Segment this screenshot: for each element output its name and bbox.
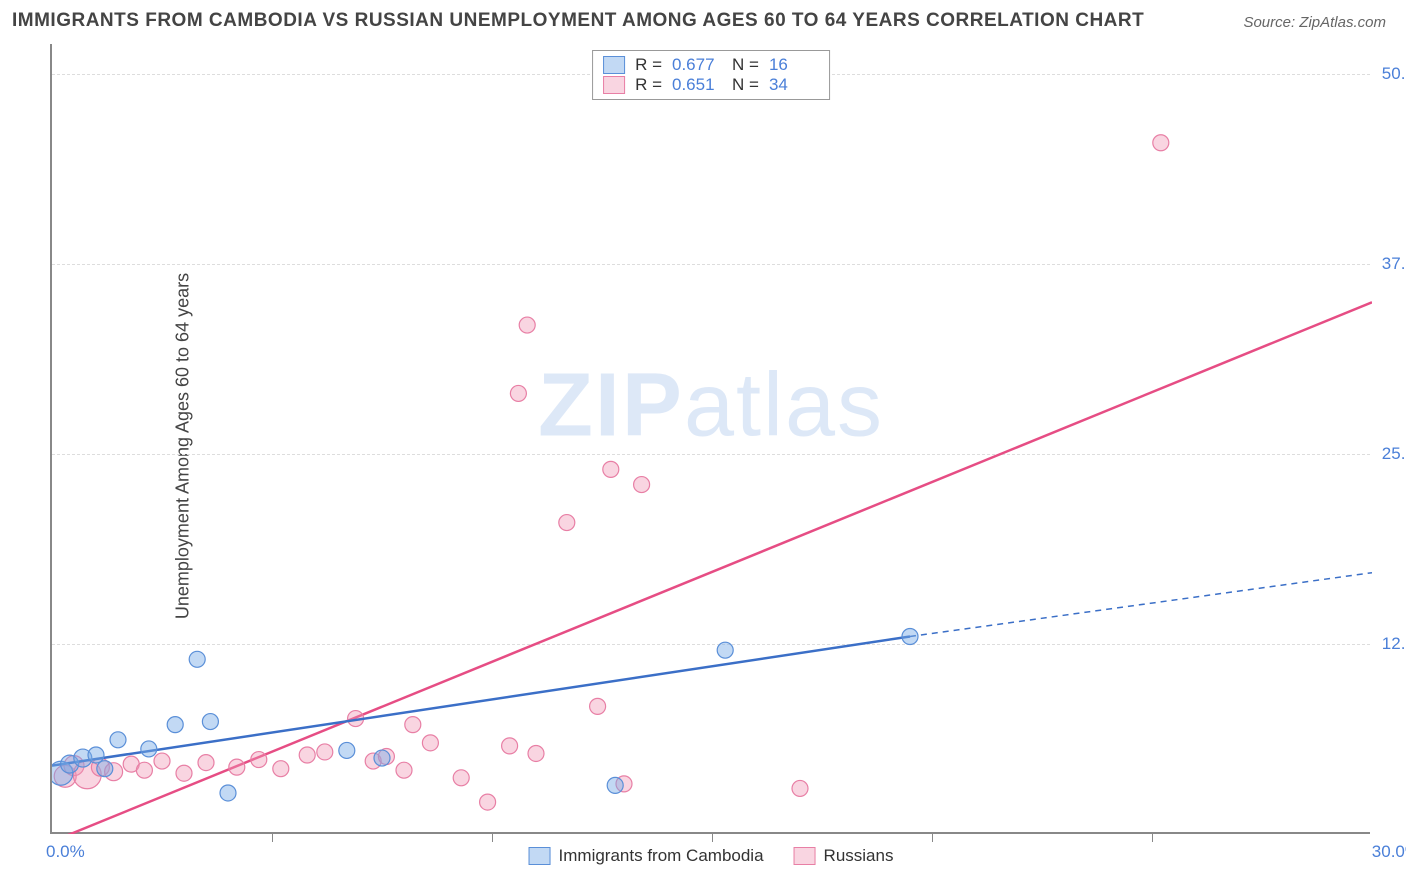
x-min-label: 0.0%	[46, 842, 85, 862]
point-blue	[220, 785, 236, 801]
n-label: N =	[732, 55, 759, 75]
point-pink	[136, 762, 152, 778]
trend-line-pink	[52, 302, 1372, 834]
point-pink	[510, 385, 526, 401]
n-value-blue: 16	[769, 55, 819, 75]
swatch-blue	[603, 56, 625, 74]
point-pink	[396, 762, 412, 778]
series-legend: Immigrants from Cambodia Russians	[529, 846, 894, 866]
legend-label-blue: Immigrants from Cambodia	[559, 846, 764, 866]
legend-row-blue: R = 0.677 N = 16	[603, 55, 819, 75]
correlation-legend: R = 0.677 N = 16 R = 0.651 N = 34	[592, 50, 830, 100]
point-pink	[154, 753, 170, 769]
point-blue	[167, 717, 183, 733]
point-pink	[634, 477, 650, 493]
point-blue	[374, 750, 390, 766]
y-tick-label: 25.0%	[1382, 444, 1406, 464]
point-pink	[229, 759, 245, 775]
point-blue	[902, 629, 918, 645]
point-pink	[299, 747, 315, 763]
legend-item-pink: Russians	[794, 846, 894, 866]
n-value-pink: 34	[769, 75, 819, 95]
point-blue	[189, 651, 205, 667]
point-pink	[792, 780, 808, 796]
point-blue	[88, 747, 104, 763]
point-pink	[422, 735, 438, 751]
point-pink	[453, 770, 469, 786]
x-max-label: 30.0%	[1372, 842, 1406, 862]
legend-row-pink: R = 0.651 N = 34	[603, 75, 819, 95]
source-attribution: Source: ZipAtlas.com	[1243, 14, 1386, 31]
trend-line-blue	[52, 637, 910, 766]
legend-label-pink: Russians	[824, 846, 894, 866]
r-label: R =	[635, 75, 662, 95]
point-blue	[339, 742, 355, 758]
point-pink	[559, 515, 575, 531]
y-tick-label: 50.0%	[1382, 64, 1406, 84]
r-label: R =	[635, 55, 662, 75]
trend-ext-blue	[910, 573, 1372, 637]
point-pink	[502, 738, 518, 754]
point-pink	[405, 717, 421, 733]
point-pink	[480, 794, 496, 810]
chart-svg	[52, 44, 1372, 834]
point-pink	[1153, 135, 1169, 151]
swatch-pink	[794, 847, 816, 865]
point-pink	[273, 761, 289, 777]
r-value-blue: 0.677	[672, 55, 722, 75]
r-value-pink: 0.651	[672, 75, 722, 95]
point-blue	[607, 777, 623, 793]
plot-area: ZIPatlas R = 0.677 N = 16 R = 0.651 N = …	[50, 44, 1370, 834]
y-tick-label: 12.5%	[1382, 634, 1406, 654]
point-blue	[202, 714, 218, 730]
point-pink	[590, 698, 606, 714]
swatch-blue	[529, 847, 551, 865]
swatch-pink	[603, 76, 625, 94]
point-blue	[110, 732, 126, 748]
point-pink	[317, 744, 333, 760]
point-blue	[717, 642, 733, 658]
legend-item-blue: Immigrants from Cambodia	[529, 846, 764, 866]
point-pink	[528, 745, 544, 761]
point-blue	[141, 741, 157, 757]
point-blue	[97, 761, 113, 777]
n-label: N =	[732, 75, 759, 95]
y-tick-label: 37.5%	[1382, 254, 1406, 274]
point-pink	[251, 752, 267, 768]
point-pink	[198, 755, 214, 771]
point-pink	[519, 317, 535, 333]
chart-title: IMMIGRANTS FROM CAMBODIA VS RUSSIAN UNEM…	[12, 10, 1144, 32]
point-pink	[176, 765, 192, 781]
point-pink	[603, 461, 619, 477]
